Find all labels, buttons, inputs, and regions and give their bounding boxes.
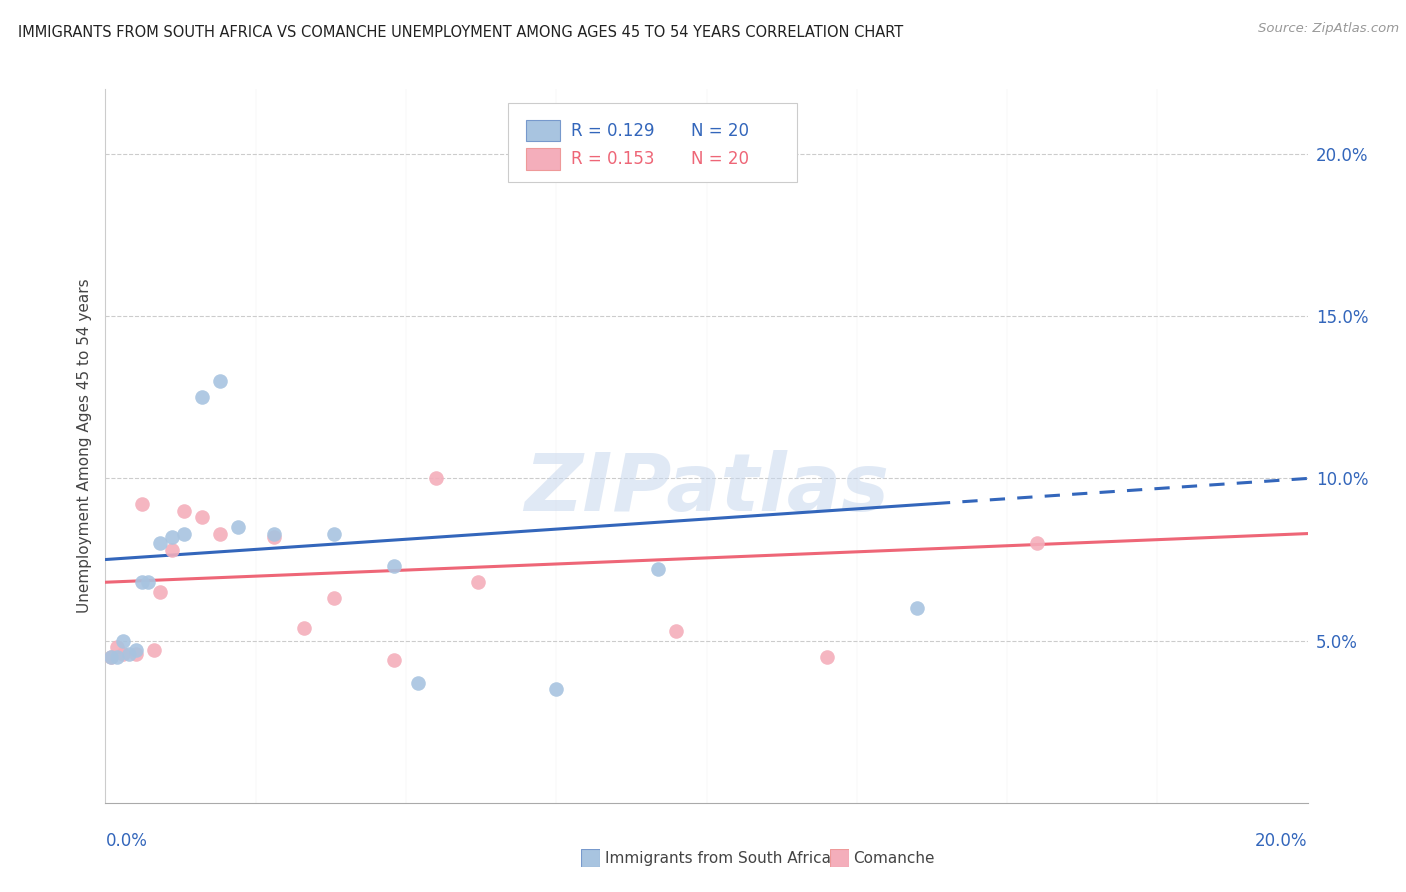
Text: R = 0.153: R = 0.153 <box>571 150 654 168</box>
Point <box>148 585 170 599</box>
Bar <box>526 120 560 141</box>
Point <box>647 562 669 576</box>
Point <box>322 591 344 606</box>
Point <box>173 504 195 518</box>
Bar <box>526 148 560 169</box>
Point <box>406 675 429 690</box>
Text: 0.0%: 0.0% <box>105 832 148 850</box>
Point <box>142 643 165 657</box>
Point <box>160 542 183 557</box>
Point <box>112 647 135 661</box>
Point <box>425 471 447 485</box>
Point <box>815 649 838 664</box>
Point <box>160 530 183 544</box>
FancyBboxPatch shape <box>508 103 797 182</box>
Text: Immigrants from South Africa: Immigrants from South Africa <box>605 851 831 865</box>
Text: IMMIGRANTS FROM SOUTH AFRICA VS COMANCHE UNEMPLOYMENT AMONG AGES 45 TO 54 YEARS : IMMIGRANTS FROM SOUTH AFRICA VS COMANCHE… <box>18 25 904 40</box>
Point <box>263 530 285 544</box>
Point <box>173 526 195 541</box>
Point <box>100 649 122 664</box>
Point <box>112 633 135 648</box>
Point <box>665 624 688 638</box>
Point <box>100 649 122 664</box>
Point <box>124 643 146 657</box>
Text: N = 20: N = 20 <box>690 121 749 139</box>
Text: Source: ZipAtlas.com: Source: ZipAtlas.com <box>1258 22 1399 36</box>
Text: R = 0.129: R = 0.129 <box>571 121 654 139</box>
Point <box>467 575 489 590</box>
Point <box>136 575 159 590</box>
Point <box>107 649 129 664</box>
Point <box>263 526 285 541</box>
Point <box>148 536 170 550</box>
Point <box>131 575 153 590</box>
Text: ZIPatlas: ZIPatlas <box>524 450 889 528</box>
Point <box>322 526 344 541</box>
Point <box>124 647 146 661</box>
Point <box>208 526 231 541</box>
Point <box>107 640 129 654</box>
Y-axis label: Unemployment Among Ages 45 to 54 years: Unemployment Among Ages 45 to 54 years <box>76 278 91 614</box>
Text: Comanche: Comanche <box>853 851 935 865</box>
Point <box>292 621 315 635</box>
Point <box>190 390 212 404</box>
Point <box>382 653 405 667</box>
Point <box>131 497 153 511</box>
Point <box>190 510 212 524</box>
Point <box>226 520 249 534</box>
Point <box>382 559 405 574</box>
Point <box>1026 536 1049 550</box>
Point <box>905 601 928 615</box>
Text: 20.0%: 20.0% <box>1256 832 1308 850</box>
Point <box>208 374 231 388</box>
Point <box>546 682 568 697</box>
Point <box>118 647 141 661</box>
Text: N = 20: N = 20 <box>690 150 749 168</box>
